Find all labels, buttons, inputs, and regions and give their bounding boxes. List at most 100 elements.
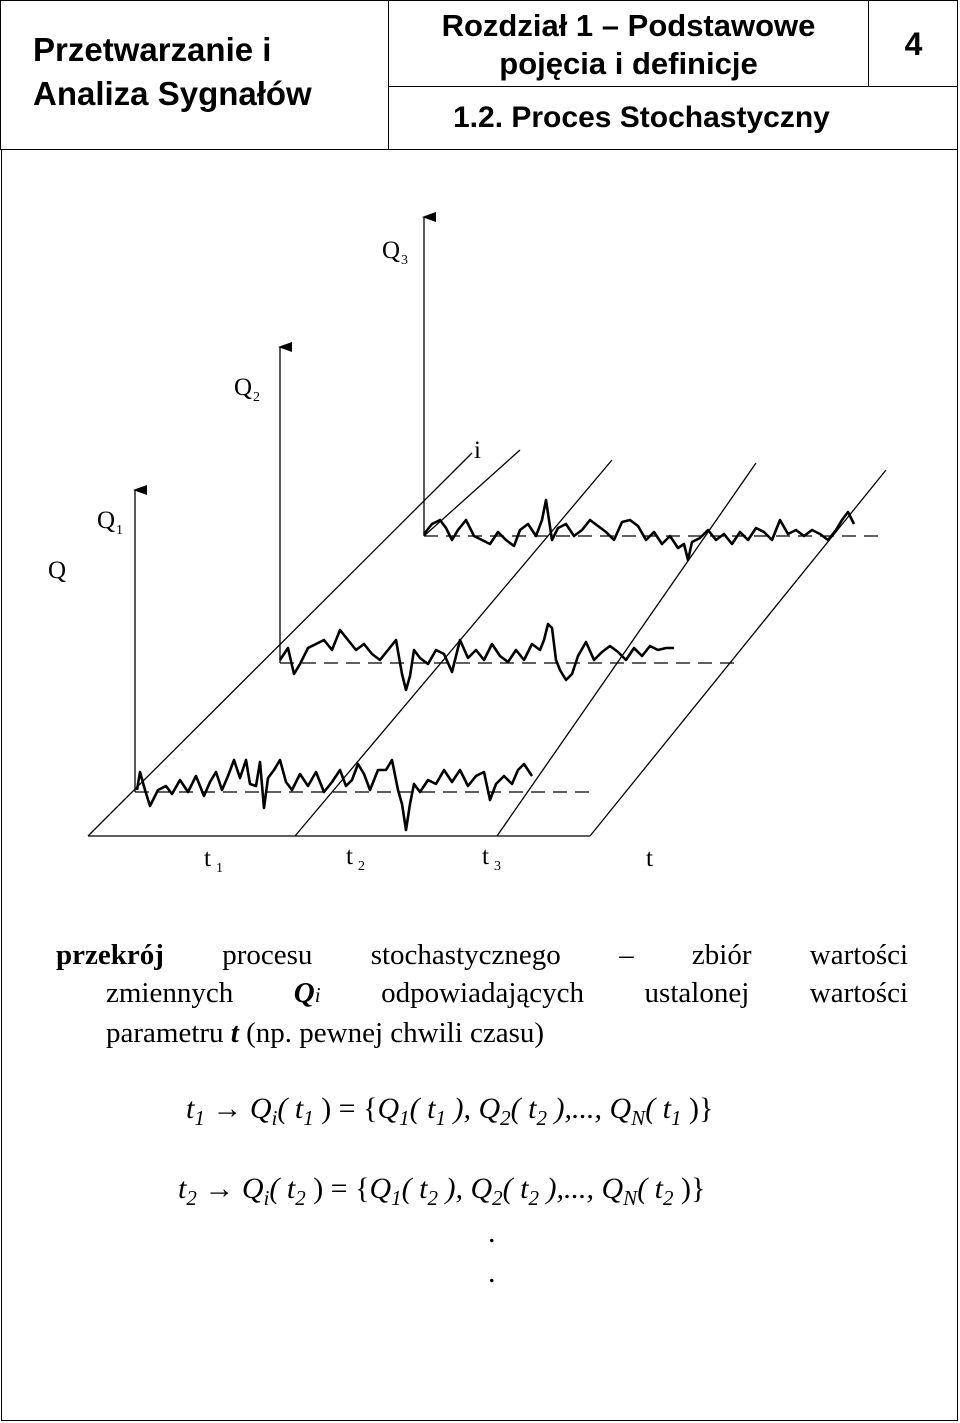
t1-label: t	[204, 845, 211, 872]
f-sym: Q	[470, 1172, 493, 1205]
continuation-dot-1: .	[488, 1216, 496, 1249]
t-label: t	[646, 845, 653, 872]
f-sym: Q	[249, 1092, 272, 1125]
para-word: odpowiadających	[381, 977, 585, 1009]
i-label: i	[474, 437, 481, 464]
page-header: Przetwarzanie i Analiza Sygnałów Rozdzia…	[0, 0, 958, 150]
f-sub: N	[623, 1186, 638, 1210]
f-sym: ) = {	[313, 1092, 378, 1125]
Q-label: Q	[48, 557, 66, 584]
f-sym: ),	[438, 1172, 471, 1205]
i-axis-arrow	[423, 449, 521, 537]
f-sym: ),...,	[539, 1172, 602, 1205]
f-sym: ) = {	[305, 1172, 370, 1205]
f-sub: N	[631, 1106, 646, 1130]
f-sub: 1	[194, 1106, 205, 1130]
chapter-title: Rozdział 1 – Podstawowe pojęcia i defini…	[389, 1, 869, 87]
f-sub: 2	[663, 1186, 674, 1210]
f-sym: ( t	[637, 1172, 664, 1205]
f-sub: 2	[492, 1186, 503, 1210]
para-word: wartości	[809, 939, 909, 971]
symbol-i: i	[314, 983, 321, 1007]
f-sym: ),...,	[547, 1092, 610, 1125]
t3-label-sub: 3	[494, 859, 501, 874]
course-title-line1: Przetwarzanie i	[33, 31, 272, 68]
para-line-3: parametru t (np. pewnej chwili czasu)	[56, 1014, 908, 1052]
para-word: –	[619, 939, 634, 971]
para-word: ustalonej	[644, 977, 750, 1009]
symbol-t: t	[230, 1017, 239, 1049]
realization-1	[135, 758, 534, 832]
formula-t1: t1 → Qi( t1 ) = {Q1( t1 ), Q2( t2 ),...,…	[186, 1092, 713, 1131]
f-sub: i	[263, 1186, 270, 1210]
f-sub: 1	[303, 1106, 314, 1130]
f-sym: t	[178, 1172, 187, 1205]
chapter-title-line1: Rozdział 1 – Podstawowe	[441, 8, 816, 43]
formula-t2: t2 → Qi( t2 ) = {Q1( t2 ), Q2( t2 ),...,…	[178, 1172, 705, 1211]
f-sym: Q	[478, 1092, 501, 1125]
f-sym: ( t	[502, 1172, 529, 1205]
f-sym: ( t	[645, 1092, 672, 1125]
f-sym: Q	[241, 1172, 264, 1205]
i-axis-t3	[496, 462, 757, 837]
f-sym: ),	[446, 1092, 479, 1125]
continuation-dot-2: .	[488, 1256, 496, 1289]
f-sym: Q	[609, 1092, 632, 1125]
stochastic-process-figure: Q 3 Q 2 i Q 1 Q t 1 t 2 t 3 t	[48, 212, 887, 876]
f-sym: ( t	[277, 1092, 304, 1125]
f-sym: )}	[673, 1172, 706, 1205]
chapter-title-line2: pojęcia i definicje	[499, 46, 758, 81]
f-sub: 1	[435, 1106, 447, 1130]
f-sub: 1	[399, 1106, 410, 1130]
f-sub: 2	[427, 1186, 439, 1210]
arrow-icon: →	[204, 1172, 235, 1205]
t3-label: t	[482, 843, 489, 870]
realization-2	[278, 622, 674, 692]
realization-3	[422, 498, 856, 562]
f-sub: i	[271, 1106, 278, 1130]
cross-section-definition: przekrój procesu stochastycznego – zbiór…	[56, 936, 908, 1052]
para-word: zbiór	[691, 939, 752, 971]
Q3-label: Q	[382, 237, 400, 264]
f-sub: 2	[295, 1186, 306, 1210]
section-title: 1.2. Proces Stochastyczny	[453, 101, 830, 134]
f-sym: Q	[601, 1172, 624, 1205]
Q2-label: Q	[234, 374, 252, 401]
f-sub: 2	[500, 1106, 511, 1130]
para-word: wartości	[809, 977, 909, 1009]
f-sub: 2	[528, 1186, 540, 1210]
content-frame	[1, 149, 958, 1421]
course-title: Przetwarzanie i Analiza Sygnałów	[1, 1, 389, 149]
f-sym: ( t	[409, 1092, 436, 1125]
para-word: parametru	[106, 1017, 224, 1049]
arrow-icon: →	[212, 1092, 243, 1125]
f-sym: t	[186, 1092, 195, 1125]
f-sub: 2	[186, 1186, 197, 1210]
f-sym: ( t	[269, 1172, 296, 1205]
f-sub: 2	[536, 1106, 548, 1130]
para-word: (np. pewnej chwili czasu)	[246, 1017, 545, 1049]
course-title-line2: Analiza Sygnałów	[33, 75, 312, 112]
para-line-2: zmiennych Qi odpowiadających ustalonej w…	[56, 974, 908, 1014]
para-word: zmiennych	[106, 977, 234, 1009]
f-sym: Q	[369, 1172, 392, 1205]
f-sub: 1	[671, 1106, 682, 1130]
para-line-1: przekrój procesu stochastycznego – zbiór…	[56, 936, 908, 974]
symbol-Qi: Qi	[294, 977, 321, 1009]
i-axis-t2	[294, 459, 613, 837]
Q3-label-sub: 3	[401, 253, 408, 268]
f-sym: Q	[377, 1092, 400, 1125]
Q1-label: Q	[97, 507, 115, 534]
symbol-Q: Q	[293, 977, 315, 1009]
t2-label: t	[346, 843, 353, 870]
t2-label-sub: 2	[358, 859, 365, 874]
para-word: stochastycznego	[370, 939, 561, 971]
term-przekroj: przekrój	[56, 939, 164, 971]
f-sym: )}	[681, 1092, 714, 1125]
f-sub: 1	[391, 1186, 402, 1210]
f-sym: ( t	[510, 1092, 537, 1125]
Q1-label-sub: 1	[116, 523, 123, 538]
para-word: procesu	[222, 939, 313, 971]
Q2-label-sub: 2	[253, 390, 260, 405]
